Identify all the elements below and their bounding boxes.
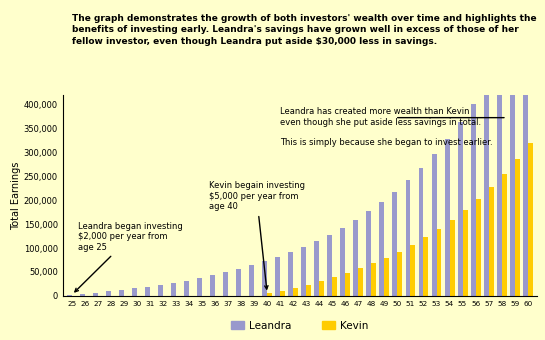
Bar — [496, 61, 501, 296]
Bar — [371, 264, 377, 296]
Bar — [197, 278, 202, 296]
Bar — [423, 237, 428, 296]
Legend: Leandra, Kevin: Leandra, Kevin — [229, 319, 371, 333]
Bar — [288, 252, 293, 296]
Bar — [379, 202, 384, 296]
Bar — [346, 273, 350, 296]
Bar — [405, 180, 410, 296]
Bar — [523, 10, 528, 296]
Bar — [489, 187, 494, 296]
Bar — [132, 288, 137, 296]
Bar — [392, 191, 397, 296]
Bar — [437, 229, 441, 296]
Bar — [319, 281, 324, 296]
Bar — [458, 122, 463, 296]
Bar — [397, 252, 402, 296]
Bar — [223, 272, 228, 296]
Text: Leandra began investing
$2,000 per year from
age 25: Leandra began investing $2,000 per year … — [75, 222, 183, 292]
Bar — [93, 293, 98, 296]
Bar — [267, 293, 272, 296]
Bar — [306, 285, 311, 296]
Bar — [67, 295, 72, 296]
Bar — [332, 277, 337, 296]
Bar — [353, 220, 359, 296]
Bar — [184, 280, 189, 296]
Bar — [249, 266, 254, 296]
Bar — [501, 174, 507, 296]
Bar — [293, 288, 298, 296]
Bar — [210, 275, 215, 296]
Bar — [328, 235, 332, 296]
Bar — [236, 269, 241, 296]
Bar — [80, 294, 85, 296]
Bar — [419, 168, 423, 296]
Bar — [514, 159, 519, 296]
Bar — [301, 247, 306, 296]
Bar — [476, 199, 481, 296]
Bar — [410, 245, 415, 296]
Bar — [471, 104, 476, 296]
Text: Leandra has created more wealth than Kevin
even though she put aside less saving: Leandra has created more wealth than Kev… — [280, 107, 493, 147]
Bar — [106, 291, 111, 296]
Bar — [262, 261, 267, 296]
Bar — [275, 257, 280, 296]
Y-axis label: Total Earnings: Total Earnings — [11, 161, 21, 230]
Bar — [510, 37, 514, 296]
Bar — [463, 210, 468, 296]
Bar — [528, 143, 532, 296]
Bar — [314, 241, 319, 296]
Bar — [432, 154, 437, 296]
Text: The graph demonstrates the growth of both investors' wealth over time and highli: The graph demonstrates the growth of bot… — [72, 14, 537, 46]
Text: Kevin begain investing
$5,000 per year from
age 40: Kevin begain investing $5,000 per year f… — [209, 181, 305, 289]
Bar — [366, 211, 371, 296]
Bar — [483, 84, 489, 296]
Bar — [119, 290, 124, 296]
Bar — [158, 285, 163, 296]
Bar — [445, 139, 450, 296]
Bar — [280, 291, 285, 296]
Bar — [384, 258, 389, 296]
Bar — [359, 269, 364, 296]
Bar — [171, 283, 176, 296]
Bar — [450, 220, 455, 296]
Bar — [341, 227, 346, 296]
Bar — [145, 287, 150, 296]
